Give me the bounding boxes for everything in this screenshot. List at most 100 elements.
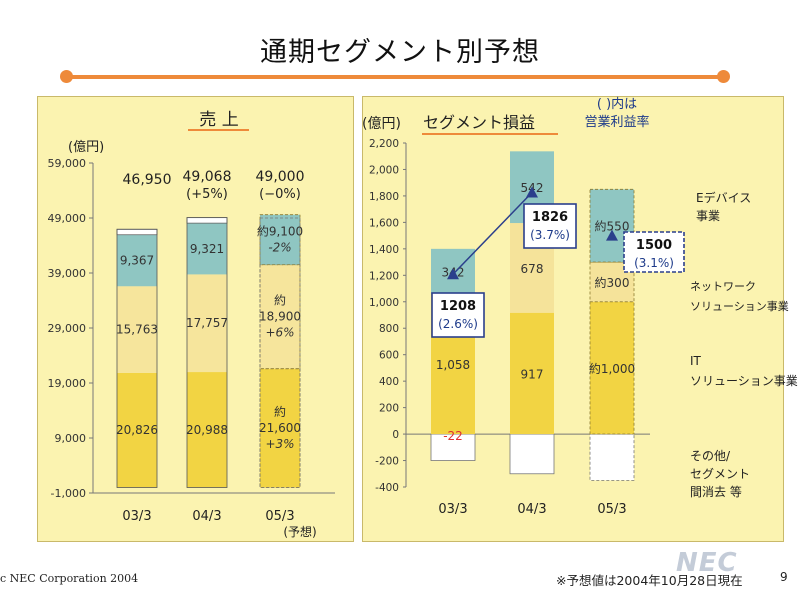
profit-bar-it [510, 312, 554, 435]
footer-note: ※予想値は2004年10月28日現在 [556, 573, 743, 588]
sales-growth-label: (−0%) [259, 187, 301, 202]
sales-tick-label: 29,000 [48, 322, 87, 335]
slide-title: 通期セグメント別予想 [260, 37, 540, 68]
profit-x-label: 03/3 [438, 502, 467, 517]
profit-tick-label: 1,000 [369, 297, 399, 309]
operating-profit-value: 1208 [440, 299, 476, 314]
title-rule [66, 75, 726, 79]
sales-tick-label: 49,000 [48, 212, 87, 225]
profit-legend-it-line-1: ソリューション事業 [690, 374, 798, 388]
sales-bar-network [117, 286, 157, 373]
sales-bar-frame [259, 217, 301, 488]
profit-legend-edevice-line-1: 事業 [696, 209, 720, 223]
sales-segment-label: -2% [268, 241, 291, 255]
operating-profit-line [452, 191, 533, 275]
profit-tick-label: 0 [392, 429, 399, 441]
profit-tick-label: 2,000 [369, 164, 399, 176]
sales-bar-edevice [117, 234, 157, 287]
operating-profit-rate: (3.7%) [530, 228, 570, 242]
sales-total-label: 49,068 [183, 169, 232, 185]
operating-profit-marker [606, 229, 618, 241]
sales-tick-label: 19,000 [48, 377, 87, 390]
profit-legend-edevice-line-0: Eデバイス [696, 190, 751, 205]
sales-total-label: 46,950 [123, 172, 172, 188]
sales-bar-edevice [187, 223, 227, 275]
sales-segment-label: 15,763 [116, 323, 158, 337]
profit-note-line-1: 営業利益率 [584, 114, 649, 130]
sales-tick-label: 9,000 [55, 432, 87, 445]
operating-profit-box [523, 203, 577, 249]
sales-segment-label: 9,321 [190, 242, 224, 256]
profit-x-label: 04/3 [517, 502, 546, 517]
profit-segment-label: 約300 [595, 275, 630, 290]
operating-profit-marker [447, 268, 459, 280]
profit-tick-label: 800 [379, 323, 399, 335]
operating-profit-value: 1826 [532, 210, 568, 225]
profit-tick-label: 1,400 [369, 244, 399, 256]
profit-bar-other [589, 433, 635, 481]
sales-bar-network [187, 274, 227, 373]
profit-legend-other-line-1: セグメント [690, 467, 750, 481]
sales-tick-label: -1,000 [51, 487, 86, 500]
profit-segment-label: 1,058 [436, 358, 470, 372]
sales-segment-label: +3% [265, 437, 294, 451]
sales-x-label: 03/3 [122, 509, 151, 524]
profit-tick-label: -200 [375, 456, 399, 468]
profit-y-unit: (億円) [362, 116, 401, 132]
sales-tick-label: 59,000 [48, 157, 87, 170]
profit-legend-other-line-2: 間消去 等 [690, 485, 742, 499]
profit-segment-label: 917 [521, 367, 544, 381]
sales-bar-frame [186, 217, 228, 488]
profit-segment-label: 678 [521, 262, 544, 276]
profit-bar-other [430, 433, 476, 461]
sales-bar-network [259, 264, 301, 370]
sales-total-label: 49,000 [256, 169, 305, 185]
profit-tick-label: 600 [379, 350, 399, 362]
profit-legend-network-line-0: ネットワーク [690, 280, 756, 293]
operating-profit-marker [526, 186, 538, 198]
operating-profit-value: 1500 [636, 238, 672, 253]
sales-segment-label: 約9,100 [257, 224, 303, 239]
profit-segment-label: 約1,000 [589, 361, 635, 376]
operating-profit-rate: (3.1%) [634, 256, 674, 270]
sales-segment-label: 20,826 [116, 423, 158, 437]
sales-title: 売 上 [199, 110, 238, 130]
profit-tick-label: 1,600 [369, 217, 399, 229]
sales-segment-label: 約 [274, 404, 286, 419]
sales-bar-it [259, 368, 301, 488]
sales-segment-label: 約 [274, 293, 286, 308]
operating-profit-box [431, 292, 485, 338]
sales-growth-label: (+5%) [186, 187, 228, 202]
sales-segment-label: 17,757 [186, 316, 228, 330]
profit-x-label: 05/3 [597, 502, 626, 517]
sales-segment-label: 21,600 [259, 421, 301, 435]
profit-note-line-0: ( )内は [597, 96, 637, 112]
sales-segment-label: 9,367 [120, 254, 154, 268]
title-rule-dot-left [60, 70, 73, 83]
sales-forecast-note: (予想) [283, 524, 316, 539]
sales-x-label: 04/3 [192, 509, 221, 524]
profit-legend-it-line-0: IT [690, 354, 702, 368]
profit-tick-label: 2,200 [369, 138, 399, 150]
page-number: 9 [780, 570, 788, 584]
sales-segment-label: 20,988 [186, 423, 228, 437]
footer-copyright: c NEC Corporation 2004 [0, 572, 139, 585]
sales-tick-label: 39,000 [48, 267, 87, 280]
profit-tick-label: 1,200 [369, 270, 399, 282]
sales-bar-frame [116, 228, 158, 488]
sales-y-unit: (億円) [68, 139, 104, 155]
sales-segment-label: 18,900 [259, 310, 301, 324]
profit-tick-label: 1,800 [369, 191, 399, 203]
profit-segment-label: 約550 [595, 219, 630, 234]
profit-other-label: -22 [443, 429, 463, 443]
profit-title: セグメント損益 [423, 113, 535, 132]
profit-tick-label: 200 [379, 403, 399, 415]
sales-bar-it [187, 372, 227, 488]
profit-tick-label: -400 [375, 482, 399, 494]
profit-legend-network-line-1: ソリューション事業 [690, 300, 789, 313]
operating-profit-rate: (2.6%) [438, 317, 478, 331]
title-rule-dot-right [717, 70, 730, 83]
profit-tick-label: 400 [379, 376, 399, 388]
